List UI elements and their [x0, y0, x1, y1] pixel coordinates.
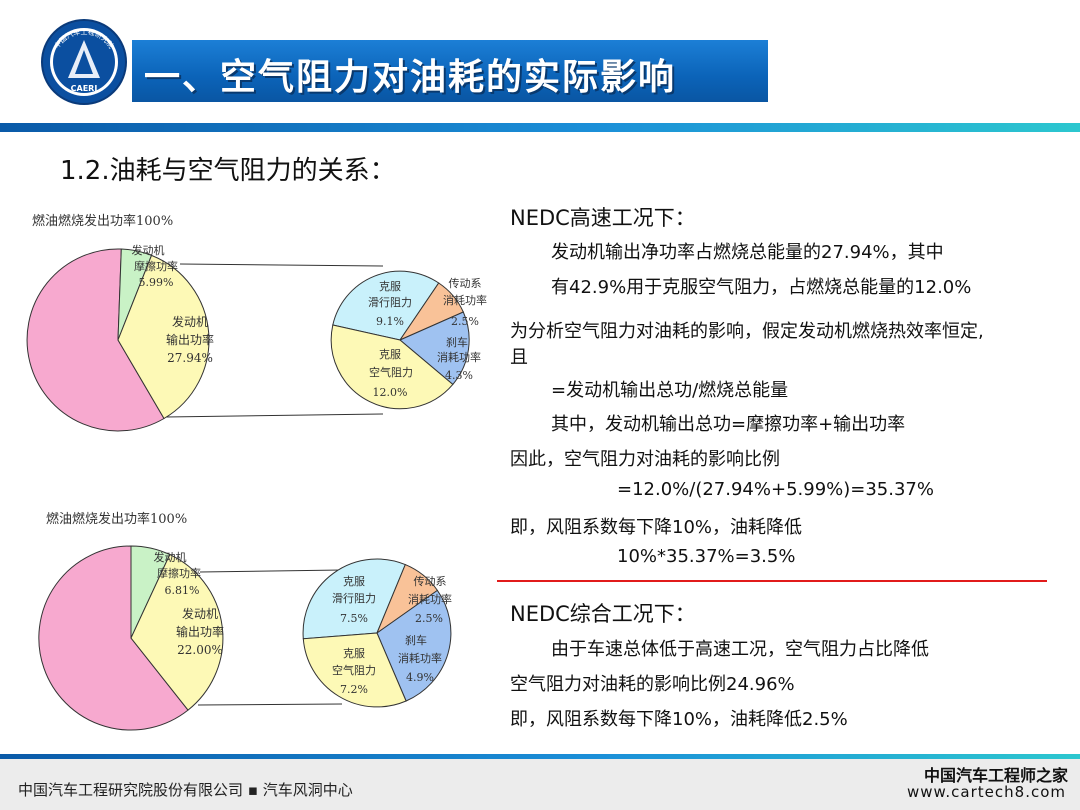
text-line: 由于车速总体低于高速工况，空气阻力占比降低	[551, 639, 929, 660]
label-output-3: 22.00%	[177, 643, 223, 657]
label-rolling-3: 9.1%	[376, 315, 404, 328]
label-air-3: 12.0%	[373, 386, 408, 399]
label-friction-1: 发动机	[132, 243, 165, 257]
section-subtitle: 1.2.油耗与空气阻力的关系：	[60, 156, 396, 186]
pie-slice-output	[130, 553, 224, 711]
header-stripe	[0, 123, 1080, 132]
text-line: 为分析空气阻力对油耗的影响，假定发动机燃烧热效率恒定,	[510, 321, 984, 342]
label-air-2: 空气阻力	[369, 365, 413, 379]
chart-title: 燃油燃烧发出功率100%	[32, 213, 173, 229]
pie-slice-brake	[376, 589, 452, 702]
label-output-2: 输出功率	[176, 624, 224, 639]
logo-text: CAERI	[71, 84, 98, 93]
label-rolling-2: 滑行阻力	[368, 296, 412, 309]
label-brake-1: 刹车	[405, 633, 427, 647]
connector-line-bottom	[197, 703, 343, 706]
text-line: 且	[510, 347, 528, 368]
label-rolling-1: 克服	[343, 575, 365, 588]
label-air-1: 克服	[343, 647, 365, 660]
pie-slice-output	[117, 254, 210, 420]
caeri-logo: 中国汽车工程研究院 CAERI	[40, 18, 128, 106]
text-line: =发动机输出总功/燃烧总能量	[551, 380, 789, 401]
nedc-combined-heading: NEDC综合工况下：	[510, 602, 696, 626]
label-air-1: 克服	[379, 348, 401, 361]
watermark-url: www.cartech8.com	[906, 783, 1066, 801]
label-drivetrain-1: 传动系	[449, 277, 482, 290]
watermark-title: 中国汽车工程师之家	[923, 766, 1068, 785]
text-line: 即，风阻系数每下降10%，油耗降低	[510, 517, 803, 538]
text-line: 空气阻力对油耗的影响比例24.96%	[510, 674, 795, 695]
label-brake-2: 消耗功率	[398, 651, 442, 665]
pie-slice-brake	[399, 311, 470, 386]
label-drivetrain-3: 2.5%	[415, 612, 443, 625]
label-drivetrain-3: 2.5%	[451, 315, 479, 328]
label-brake-1: 刹车	[446, 335, 468, 349]
section-divider	[497, 580, 1047, 582]
label-output-1: 发动机	[172, 314, 208, 329]
label-brake-2: 消耗功率	[437, 350, 481, 364]
label-air-3: 7.2%	[340, 683, 368, 696]
label-output-1: 发动机	[182, 606, 218, 621]
connector-line-bottom	[165, 413, 384, 418]
label-drivetrain-2: 消耗功率	[443, 293, 487, 307]
label-friction-1: 发动机	[154, 550, 187, 564]
footer-company: 中国汽车工程研究院股份有限公司 ▪ 汽车风洞中心	[18, 781, 353, 799]
label-friction-2: 摩擦功率	[157, 566, 201, 580]
label-friction-2: 摩擦功率	[134, 259, 178, 273]
chart-nedc-high: 燃油燃烧发出功率100% 发动机 摩擦功率 5.99% 发动机 输出功率 27.…	[8, 208, 492, 448]
label-output-2: 输出功率	[166, 332, 214, 347]
text-line: 有42.9%用于克服空气阻力，占燃烧总能量的12.0%	[551, 277, 972, 298]
label-brake-3: 4.3%	[445, 369, 473, 382]
pie-slice-air	[302, 632, 407, 708]
label-rolling-3: 7.5%	[340, 612, 368, 625]
text-line: 其中，发动机输出总功=摩擦功率+输出功率	[551, 414, 906, 435]
text-line: 即，风阻系数每下降10%，油耗降低2.5%	[510, 709, 848, 730]
text-line: 发动机输出净功率占燃烧总能量的27.94%，其中	[551, 242, 944, 263]
pie-slice-rolling	[332, 270, 440, 341]
label-rolling-2: 滑行阻力	[332, 592, 376, 605]
connector-line-top	[179, 263, 384, 267]
footer	[0, 759, 1080, 810]
nedc-high-heading: NEDC高速工况下：	[510, 206, 696, 230]
label-drivetrain-2: 消耗功率	[408, 592, 452, 606]
page-title: 一、空气阻力对油耗的实际影响	[144, 57, 677, 98]
text-line: 因此，空气阻力对油耗的影响比例	[510, 449, 780, 470]
label-brake-3: 4.9%	[406, 671, 434, 684]
chart-nedc-combined: 燃油燃烧发出功率100% 发动机 摩擦功率 6.81% 发动机 输出功率 22.…	[24, 506, 460, 746]
pie-slice-rolling	[302, 558, 406, 640]
label-drivetrain-1: 传动系	[414, 575, 447, 588]
footer-stripe	[0, 754, 1080, 759]
text-line: =12.0%/(27.94%+5.99%)=35.37%	[617, 479, 934, 500]
label-friction-3: 6.81%	[165, 584, 200, 597]
label-output-3: 27.94%	[167, 351, 213, 365]
pie-slice-remaining	[38, 545, 189, 731]
label-rolling-1: 克服	[379, 280, 401, 293]
text-line: 10%*35.37%=3.5%	[617, 546, 796, 567]
connector-line-top	[199, 569, 343, 573]
label-friction-3: 5.99%	[139, 276, 174, 289]
title-bar: 一、空气阻力对油耗的实际影响	[132, 40, 768, 102]
pie-slice-remaining	[26, 248, 165, 432]
pie-slice-air	[330, 324, 454, 410]
chart-title: 燃油燃烧发出功率100%	[46, 511, 187, 527]
label-air-2: 空气阻力	[332, 663, 376, 677]
